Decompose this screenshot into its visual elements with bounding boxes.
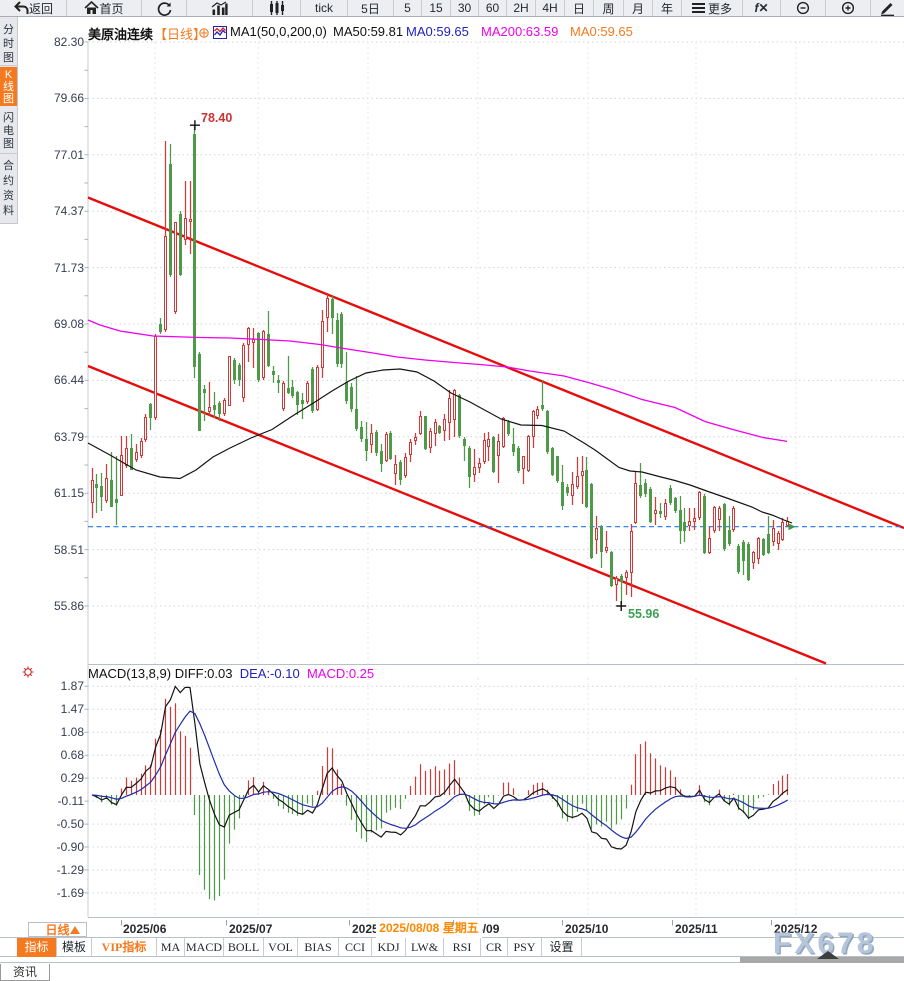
svg-text:1.87: 1.87 [61,679,85,693]
svg-text:69.08: 69.08 [54,317,84,331]
svg-text:82.30: 82.30 [54,35,84,49]
svg-text:55.96: 55.96 [628,607,659,621]
svg-text:74.37: 74.37 [54,204,84,218]
svg-text:0.29: 0.29 [61,771,85,785]
svg-text:1.47: 1.47 [61,702,85,716]
svg-text:77.01: 77.01 [54,148,84,162]
svg-text:66.44: 66.44 [54,373,84,387]
svg-text:61.15: 61.15 [54,486,84,500]
svg-text:58.51: 58.51 [54,543,84,557]
svg-text:71.73: 71.73 [54,261,84,275]
svg-text:-0.11: -0.11 [58,794,85,808]
svg-text:79.66: 79.66 [54,91,84,105]
svg-text:55.86: 55.86 [54,599,84,613]
svg-text:-0.50: -0.50 [57,817,85,831]
svg-text:0.68: 0.68 [61,748,85,762]
svg-text:-1.69: -1.69 [57,886,85,900]
svg-text:63.79: 63.79 [54,430,84,444]
svg-text:-0.90: -0.90 [57,840,85,854]
svg-text:78.40: 78.40 [201,111,232,125]
svg-text:1.08: 1.08 [61,725,85,739]
svg-text:-1.29: -1.29 [57,863,85,877]
